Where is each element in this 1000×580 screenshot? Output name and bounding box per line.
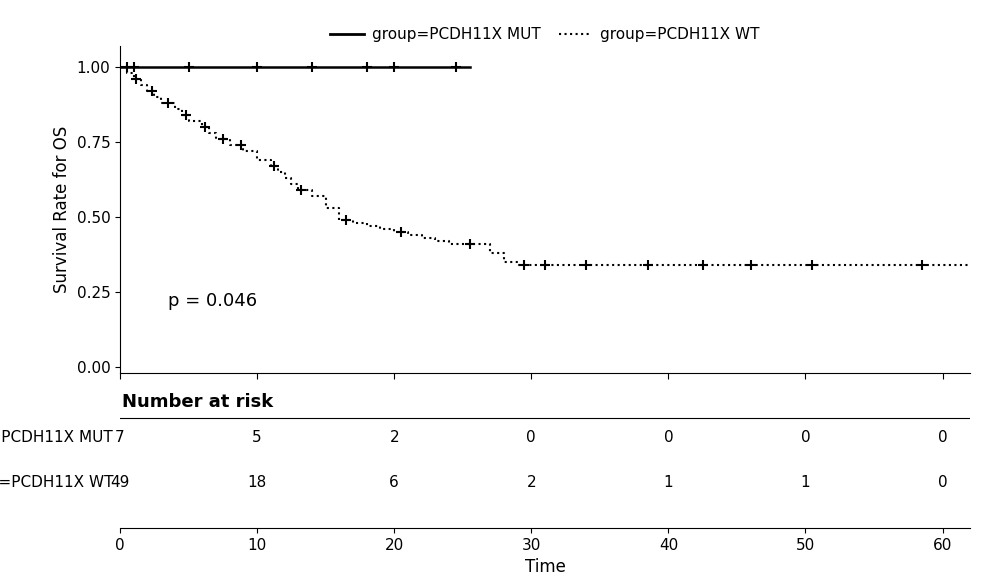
Text: 7: 7 [115,430,125,445]
Text: 0: 0 [938,430,947,445]
Text: 2: 2 [526,476,536,490]
Text: 18: 18 [247,476,267,490]
Y-axis label: Survival Rate for OS: Survival Rate for OS [53,126,71,293]
Text: 49: 49 [110,476,130,490]
Text: 0: 0 [664,430,673,445]
Text: group=PCDH11X WT: group=PCDH11X WT [0,476,113,490]
Text: 0: 0 [938,476,947,490]
Text: 0: 0 [801,430,810,445]
X-axis label: Time: Time [525,558,565,576]
Text: 2: 2 [389,430,399,445]
Text: 1: 1 [664,476,673,490]
Text: 6: 6 [389,476,399,490]
Text: p = 0.046: p = 0.046 [168,292,257,310]
Legend: group=PCDH11X MUT, group=PCDH11X WT: group=PCDH11X MUT, group=PCDH11X WT [324,21,766,49]
Text: Number at risk: Number at risk [122,393,273,411]
Text: 5: 5 [252,430,262,445]
Text: group=PCDH11X MUT: group=PCDH11X MUT [0,430,113,445]
Text: 1: 1 [801,476,810,490]
Text: 0: 0 [526,430,536,445]
